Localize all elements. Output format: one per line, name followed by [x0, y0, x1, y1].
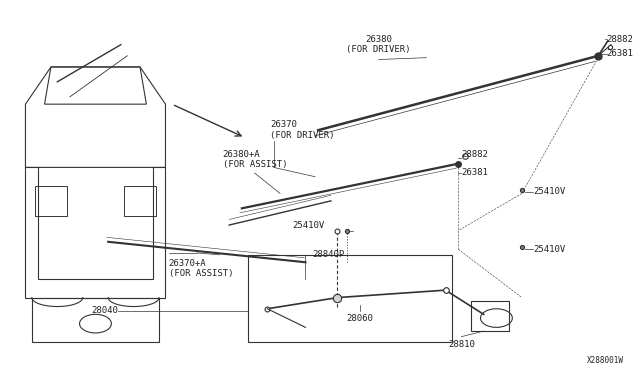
Text: X288001W: X288001W — [587, 356, 624, 365]
Text: 26381: 26381 — [607, 49, 634, 58]
Text: 28060: 28060 — [346, 314, 373, 323]
Text: 26370+A
(FOR ASSIST): 26370+A (FOR ASSIST) — [169, 259, 233, 278]
Bar — [35, 186, 67, 216]
Text: 28810: 28810 — [448, 340, 475, 349]
Text: 28840P: 28840P — [312, 250, 344, 259]
Text: 26380+A
(FOR ASSIST): 26380+A (FOR ASSIST) — [223, 150, 287, 169]
Text: 25410V: 25410V — [533, 187, 566, 196]
Text: 26370
(FOR DRIVER): 26370 (FOR DRIVER) — [271, 120, 335, 140]
Text: 28882: 28882 — [461, 150, 488, 159]
Bar — [124, 186, 156, 216]
Text: 26381: 26381 — [461, 169, 488, 177]
Text: 28882: 28882 — [607, 35, 634, 44]
Bar — [248, 255, 452, 342]
Text: 26380
(FOR DRIVER): 26380 (FOR DRIVER) — [346, 35, 411, 54]
Text: 25410V: 25410V — [292, 221, 325, 230]
Text: 25410V: 25410V — [533, 245, 566, 254]
Text: 28040: 28040 — [91, 306, 118, 315]
Bar — [471, 301, 509, 331]
